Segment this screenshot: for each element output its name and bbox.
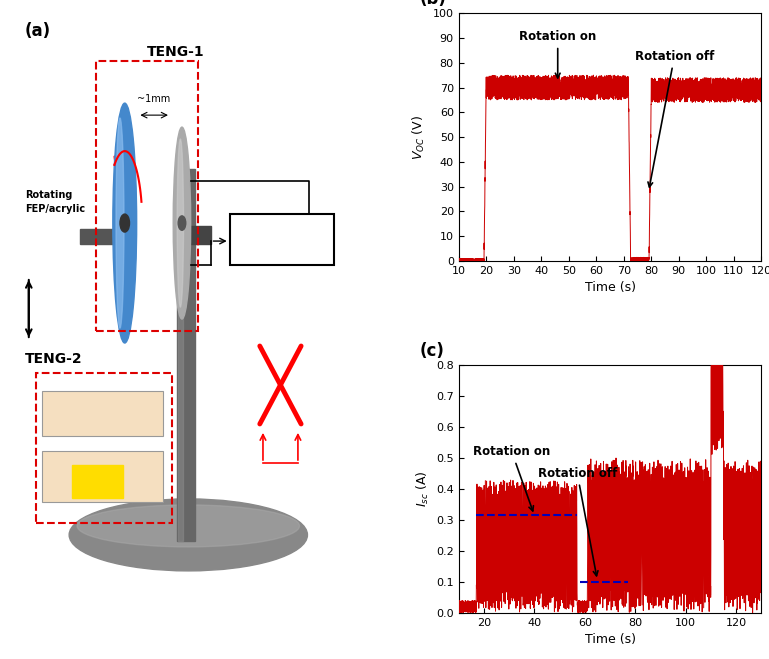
Text: Rotation on: Rotation on: [473, 445, 551, 511]
Bar: [178, 226, 211, 244]
Bar: [96, 61, 198, 331]
Text: Rotating
FEP/acrylic: Rotating FEP/acrylic: [25, 190, 85, 214]
Ellipse shape: [77, 505, 299, 547]
Text: (b): (b): [419, 0, 446, 8]
Circle shape: [178, 216, 186, 230]
X-axis label: Time (s): Time (s): [584, 633, 635, 646]
Ellipse shape: [116, 118, 124, 328]
Ellipse shape: [177, 139, 184, 307]
Circle shape: [120, 214, 129, 232]
Text: TENG-1: TENG-1: [147, 45, 205, 59]
Text: Vertical movement: Vertical movement: [59, 409, 145, 418]
Text: (a): (a): [25, 22, 51, 40]
Ellipse shape: [113, 103, 137, 343]
X-axis label: Time (s): Time (s): [584, 281, 635, 295]
Bar: [80, 229, 128, 244]
Text: Rotation on: Rotation on: [519, 30, 596, 78]
Y-axis label: $I_{sc}$ (A): $I_{sc}$ (A): [414, 471, 431, 507]
Text: Electrometer: Electrometer: [244, 235, 321, 245]
Bar: [230, 214, 335, 265]
Text: Rotation off: Rotation off: [538, 467, 617, 576]
Bar: [36, 373, 172, 523]
Bar: [177, 169, 195, 541]
Bar: [178, 169, 183, 541]
FancyBboxPatch shape: [42, 391, 163, 436]
Text: ~1mm: ~1mm: [137, 94, 170, 104]
Text: TENG-2: TENG-2: [25, 352, 82, 366]
Ellipse shape: [69, 499, 308, 571]
Text: Rotation off: Rotation off: [634, 49, 714, 187]
Ellipse shape: [173, 127, 191, 319]
Text: Fixed: Fixed: [59, 480, 82, 488]
Y-axis label: $V_{OC}$ (V): $V_{OC}$ (V): [411, 115, 428, 159]
Text: (c): (c): [419, 342, 444, 360]
FancyBboxPatch shape: [42, 451, 163, 502]
Bar: [72, 465, 123, 498]
